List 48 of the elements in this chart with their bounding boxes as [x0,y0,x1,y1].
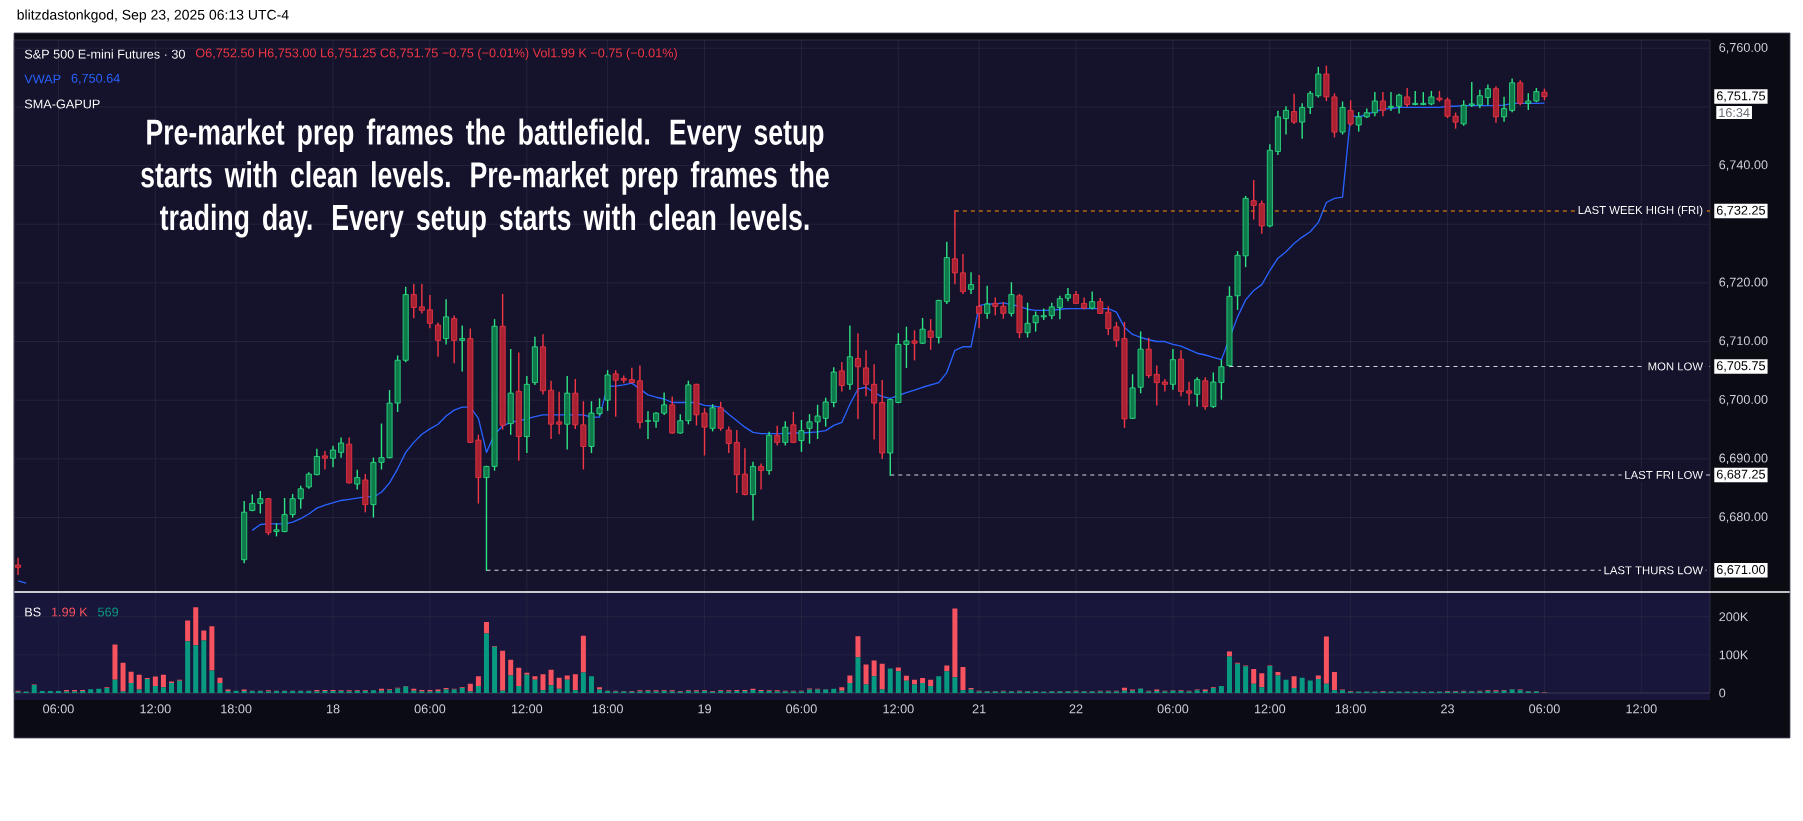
text: blitzdastonkgod, Sep 23, 2025 06:13 UTC-4 [17,9,289,23]
text: BS [25,607,41,617]
x-tick-label: 23 [1441,704,1455,714]
text: S&P 500 E-mini Futures · 30 [24,49,185,59]
y-tick-label: 6,690.00 [1719,453,1768,465]
annotation: SMA-GAPUP [24,99,100,109]
y-tick-label: 6,760.00 [1719,42,1768,54]
x-tick-label: 18:00 [592,704,623,714]
x-tick-label: 06:00 [414,704,446,714]
y-tick-label: 6,700.00 [1719,394,1768,406]
y-tick-label: 6,720.00 [1719,277,1768,289]
annotation: O6,752.50 H6,753.00 L6,751.25 C6,751.75 −0.75 (−0.01%) Vol1.99 K −0.75 (−0.01%) [195,48,677,60]
x-tick-label: 06:00 [43,704,74,714]
y-tick-label: 6,751.75 [1716,91,1766,102]
x-tick-label: 12:00 [511,704,543,714]
x-tick-label: 12:00 [883,704,914,714]
annotation: 1.99 K [52,607,88,617]
y-tick-label: 6,671.00 [1716,565,1766,576]
ref-line-label: LAST THURS LOW [1604,566,1704,575]
y-tick-label: 200K [1719,612,1749,622]
x-tick-label: 21 [972,704,986,714]
x-tick-label: 19 [698,704,711,714]
y-tick-label: 6,732.25 [1716,205,1766,217]
y-tick-label: 6,710.00 [1719,336,1768,347]
x-tick-label: 06:00 [1157,704,1189,714]
x-tick-label: 18:00 [221,704,252,714]
x-tick-label: 06:00 [786,704,817,714]
x-tick-label: 12:00 [1626,704,1657,714]
y-tick-label: 100K [1719,650,1749,660]
y-tick-label: 6,705.75 [1716,361,1766,372]
x-tick-label: 18 [326,704,340,714]
text: VWAP [24,74,61,84]
annotation: 6,750.64 [71,73,120,85]
y-tick-label: 6,687.25 [1716,469,1766,481]
ref-line-label: LAST WEEK HIGH (FRI) [1578,205,1703,217]
y-tick-label: 6,680.00 [1719,512,1768,523]
y-tick-label: 6,740.00 [1719,160,1768,171]
x-tick-label: 18:00 [1335,704,1366,714]
ref-line-label: LAST FRI LOW [1625,470,1704,479]
annotation: 569 [98,607,119,617]
y-tick-label: 0 [1719,688,1726,698]
text: 16:34 [1719,108,1750,118]
x-tick-label: 22 [1069,704,1083,714]
annotation: Pre-market prep frames the battlefield. Every setup starts with clean levels. Pre-market prep frames the trading day. Every setup starts with clean levels. [141,118,829,238]
ref-line-label: MON LOW [1648,362,1704,371]
x-tick-label: 12:00 [1254,704,1286,714]
x-tick-label: 12:00 [140,704,171,714]
x-tick-label: 06:00 [1529,704,1560,714]
